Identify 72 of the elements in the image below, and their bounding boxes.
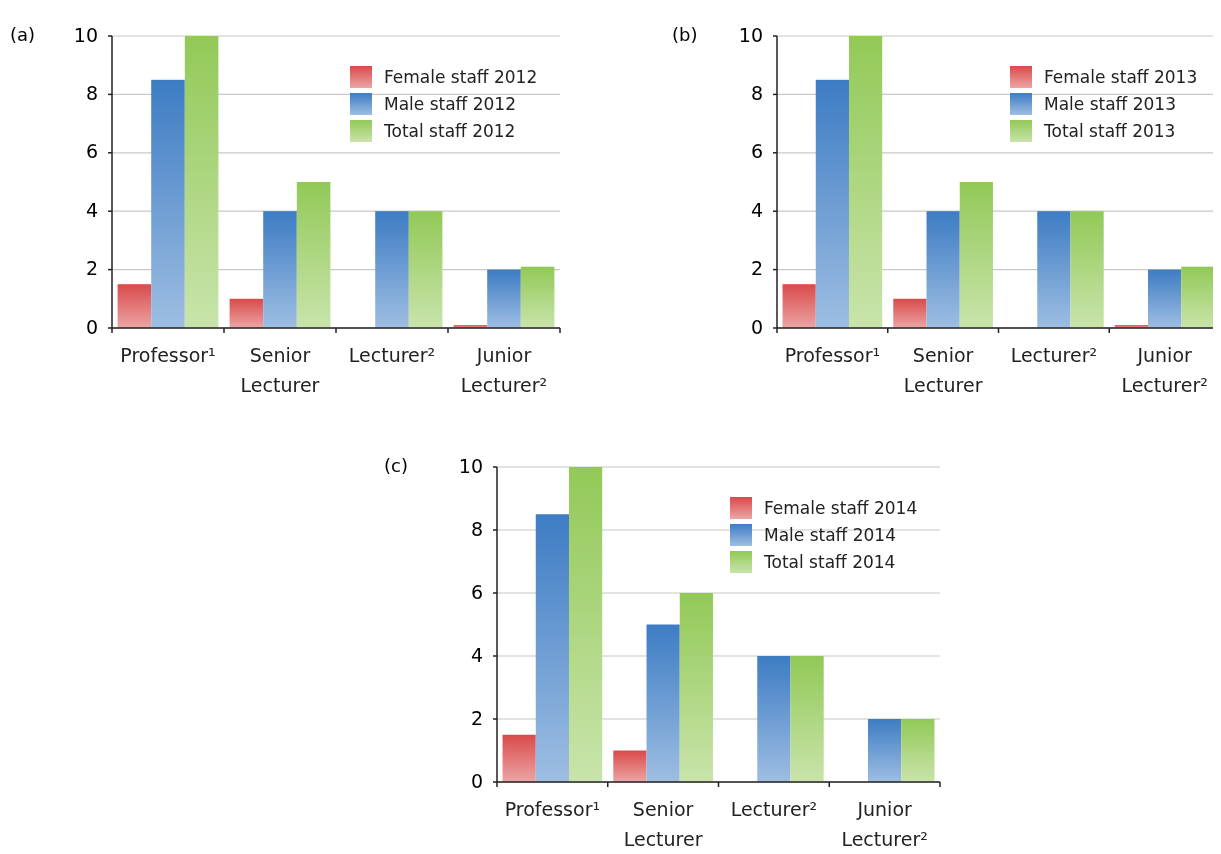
- x-tick-label: Lecturer²: [1010, 344, 1098, 366]
- legend-label: Female staff 2012: [384, 67, 538, 87]
- bar: [184, 36, 219, 328]
- legend-label: Male staff 2013: [1044, 94, 1176, 114]
- y-tick-label: 0: [470, 769, 483, 792]
- y-tick-label: 8: [85, 81, 98, 104]
- bar: [782, 284, 816, 328]
- chart-title: (c): [384, 455, 408, 476]
- bar: [868, 719, 902, 782]
- chart-title: (b): [672, 24, 698, 45]
- y-tick-label: 4: [470, 643, 483, 666]
- bar: [848, 36, 883, 328]
- y-tick-label: 4: [85, 198, 98, 221]
- x-tick-label: Senior Lecturer: [623, 798, 703, 850]
- y-tick-label: 6: [470, 580, 483, 603]
- bar: [1181, 266, 1213, 328]
- bar: [487, 269, 521, 328]
- y-tick-label: 10: [73, 23, 98, 46]
- y-tick-label: 4: [750, 198, 763, 221]
- legend-label: Total staff 2013: [1043, 121, 1176, 141]
- y-tick-label: 6: [750, 140, 763, 163]
- y-tick-label: 2: [470, 706, 483, 729]
- bar: [535, 514, 569, 782]
- x-tick-label: Senior Lecturer: [903, 344, 983, 396]
- bar: [229, 298, 264, 328]
- y-tick-label: 8: [470, 517, 483, 540]
- bar: [926, 211, 960, 328]
- bar: [263, 211, 297, 328]
- x-tick-label: Lecturer²: [348, 344, 436, 366]
- y-tick-label: 0: [85, 315, 98, 338]
- y-tick-label: 0: [750, 315, 763, 338]
- bar: [815, 79, 849, 328]
- chart-title: (a): [10, 24, 36, 45]
- y-tick-label: 10: [458, 454, 483, 477]
- bar: [1037, 211, 1071, 328]
- bar: [959, 182, 993, 328]
- bar: [1148, 269, 1182, 328]
- legend-label: Female staff 2014: [764, 498, 918, 518]
- bar: [790, 656, 824, 782]
- y-tick-label: 2: [750, 257, 763, 280]
- bar: [757, 656, 791, 782]
- x-tick-label: Professor¹: [784, 344, 881, 366]
- legend-label: Male staff 2012: [384, 94, 516, 114]
- legend-label: Total staff 2014: [763, 552, 896, 572]
- bar: [117, 284, 152, 328]
- bar: [893, 298, 927, 328]
- y-tick-label: 8: [750, 81, 763, 104]
- y-tick-label: 2: [85, 257, 98, 280]
- bar: [613, 750, 647, 782]
- bar: [408, 211, 443, 328]
- x-tick-label: Senior Lecturer: [240, 344, 320, 396]
- bar: [901, 719, 935, 782]
- bar: [1070, 211, 1104, 328]
- legend-label: Male staff 2014: [764, 525, 896, 545]
- x-tick-label: Junior Lecturer²: [841, 798, 928, 850]
- x-tick-label: Professor¹: [504, 798, 601, 820]
- bar: [520, 266, 555, 328]
- bar: [568, 467, 603, 782]
- x-tick-label: Professor¹: [120, 344, 216, 366]
- bar: [296, 182, 331, 328]
- bar: [646, 624, 680, 782]
- x-tick-label: Junior Lecturer²: [460, 344, 548, 396]
- x-tick-label: Junior Lecturer²: [1121, 344, 1208, 396]
- x-tick-label: Lecturer²: [730, 798, 818, 820]
- bar: [151, 79, 185, 328]
- bar: [502, 734, 536, 782]
- bar: [679, 593, 713, 782]
- y-tick-label: 10: [738, 23, 763, 46]
- legend-label: Female staff 2013: [1044, 67, 1198, 87]
- legend-label: Total staff 2012: [383, 121, 516, 141]
- bar: [375, 211, 409, 328]
- y-tick-label: 6: [85, 140, 98, 163]
